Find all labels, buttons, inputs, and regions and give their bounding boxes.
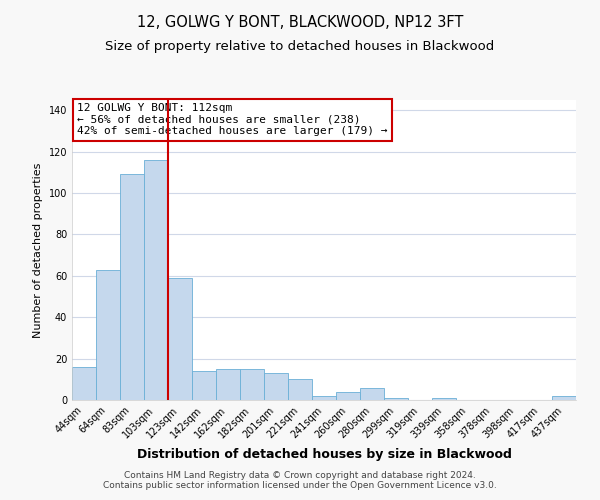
Bar	[432, 398, 456, 400]
Bar	[168, 278, 192, 400]
Text: Contains HM Land Registry data © Crown copyright and database right 2024.
Contai: Contains HM Land Registry data © Crown c…	[103, 470, 497, 490]
Bar	[144, 160, 168, 400]
Bar	[312, 396, 336, 400]
Bar	[72, 367, 96, 400]
Bar	[216, 369, 240, 400]
Bar	[384, 398, 408, 400]
Y-axis label: Number of detached properties: Number of detached properties	[33, 162, 43, 338]
Bar	[264, 373, 288, 400]
Bar	[288, 380, 312, 400]
X-axis label: Distribution of detached houses by size in Blackwood: Distribution of detached houses by size …	[137, 448, 511, 461]
Bar	[240, 369, 264, 400]
Bar	[360, 388, 384, 400]
Bar	[552, 396, 576, 400]
Bar	[336, 392, 360, 400]
Text: 12 GOLWG Y BONT: 112sqm
← 56% of detached houses are smaller (238)
42% of semi-d: 12 GOLWG Y BONT: 112sqm ← 56% of detache…	[77, 103, 388, 136]
Bar	[192, 371, 216, 400]
Bar	[120, 174, 144, 400]
Text: Size of property relative to detached houses in Blackwood: Size of property relative to detached ho…	[106, 40, 494, 53]
Bar	[96, 270, 120, 400]
Text: 12, GOLWG Y BONT, BLACKWOOD, NP12 3FT: 12, GOLWG Y BONT, BLACKWOOD, NP12 3FT	[137, 15, 463, 30]
